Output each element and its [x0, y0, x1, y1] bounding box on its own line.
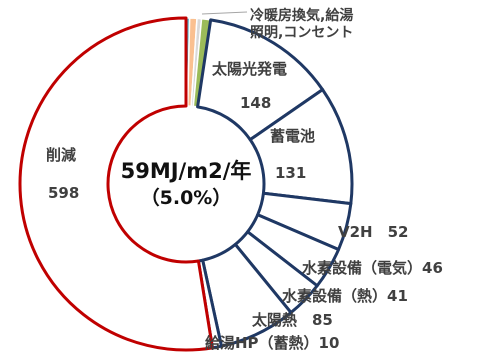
- value-solar-pv: 148: [240, 94, 271, 112]
- value-battery: 131: [275, 164, 306, 182]
- label-solar-heat: 太陽熱 85: [252, 311, 333, 329]
- donut-slices: [18, 16, 354, 352]
- label-h2-heat: 水素設備（熱）41: [282, 287, 408, 305]
- donut-slice-11: [18, 16, 214, 352]
- center-sublabel: （5.0%）: [141, 186, 232, 209]
- small-slices-label-line1: 冷暖房換気,給湯: [250, 7, 353, 24]
- label-leaders: [201, 11, 248, 15]
- center-label: 59MJ/m2/年: [121, 159, 252, 183]
- label-solar-pv: 太陽光発電: [212, 60, 287, 78]
- label-h2-elec: 水素設備（電気）46: [302, 259, 443, 277]
- value-reduction: 598: [48, 184, 79, 202]
- label-v2h: V2H 52: [338, 223, 408, 241]
- label-hp: 給湯HP（蓄熱）10: [205, 334, 339, 352]
- label-reduction: 削減: [46, 146, 76, 164]
- small-slices-label-line2: 照明,コンセント: [250, 25, 353, 41]
- small-slices-leader-line: [201, 11, 248, 15]
- label-battery: 蓄電池: [270, 127, 315, 145]
